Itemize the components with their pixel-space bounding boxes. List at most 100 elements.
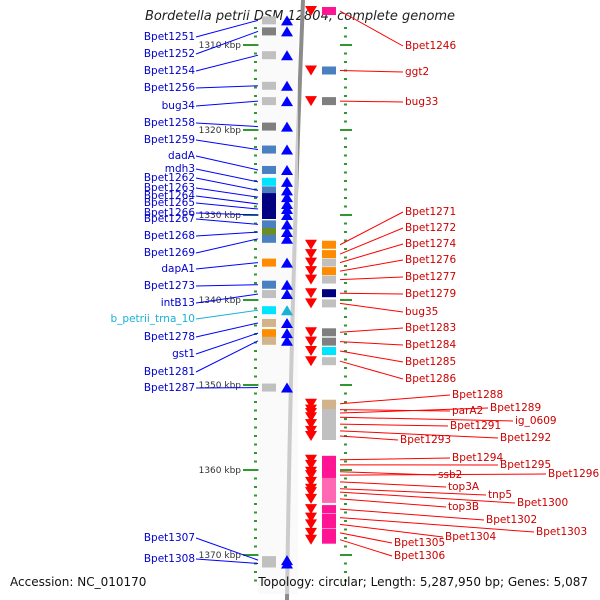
cog-box: [322, 426, 336, 435]
gene-label: Bpet1274: [405, 238, 456, 250]
tick-dot: [254, 460, 257, 463]
gene-label: ig_0609: [515, 415, 557, 427]
gene-leader-line: [195, 177, 259, 191]
tick-dot: [254, 95, 257, 97]
forward-gene-arrow: [281, 144, 293, 155]
gene-label: dapA1: [161, 263, 195, 275]
gene-label: Bpet1269: [144, 247, 195, 259]
genome-backbone: [258, 0, 305, 600]
gene-label: gst1: [172, 348, 195, 360]
gene-label: Bpet1254: [144, 65, 195, 77]
reverse-gene-arrow: [305, 512, 317, 523]
forward-gene-arrow: [281, 80, 293, 91]
gene-label: Bpet1304: [445, 531, 496, 543]
tick-dot: [254, 103, 257, 106]
gene-leader-line: [195, 54, 259, 72]
tick-dot: [344, 358, 347, 361]
gene-label: mdh3: [165, 163, 195, 175]
cog-box: [322, 289, 336, 298]
gene-label: Bpet1308: [144, 553, 195, 565]
reverse-gene-arrow: [305, 459, 317, 470]
tick-dot: [254, 392, 257, 395]
gene-label: Bpet1307: [144, 532, 195, 544]
gene-label: tnp5: [488, 489, 512, 501]
cog-box: [262, 81, 276, 90]
gene-leader-line: [195, 262, 259, 270]
tick-dot: [254, 409, 257, 412]
tick-dot: [344, 401, 347, 403]
tick-dot: [254, 477, 257, 480]
scale-ticks: 1310 kbp 1320 kbp 1330 kbp 1340 kbp 1350 kbp…: [199, 27, 352, 582]
tick-dot: [254, 520, 257, 522]
cog-box: [322, 460, 336, 469]
gene-leader-line: [339, 430, 499, 439]
gene-leader-line: [339, 327, 404, 333]
cog-box: [322, 328, 336, 337]
gene-label: Bpet1264: [144, 190, 195, 202]
reverse-gene-arrow: [305, 504, 317, 515]
tick-dot: [254, 528, 257, 531]
gene-label: Bpet1303: [536, 526, 587, 538]
scale-label: 1330 kbp: [199, 211, 242, 221]
cog-box: [262, 228, 276, 236]
tick-dot: [254, 248, 257, 250]
cog-box: [262, 318, 276, 327]
reverse-gene-arrow: [305, 6, 317, 16]
gene-label: Bpet1263: [144, 182, 195, 194]
cog-box: [262, 220, 276, 229]
gene-label: intB13: [161, 297, 195, 309]
gene-leader-line: [339, 350, 404, 363]
gene-leader-line: [339, 473, 547, 476]
reverse-gene-arrow: [305, 288, 317, 299]
forward-gene-arrow: [281, 50, 293, 61]
tick-dot: [344, 477, 347, 480]
gene-label: bug34: [162, 100, 196, 112]
forward-gene-arrow: [281, 558, 293, 569]
gene-leader-line: [339, 360, 404, 380]
gene-label: Bpet1296: [548, 468, 599, 480]
tick-dot: [344, 290, 347, 293]
reverse-strand-tracks: [305, 6, 336, 545]
tick-dot: [344, 426, 347, 429]
scale-label: 1320 kbp: [199, 126, 242, 136]
tick-dot: [254, 579, 257, 582]
cog-box: [322, 432, 336, 440]
gene-leader-line: [195, 537, 259, 561]
tick-dot: [344, 418, 347, 420]
gene-label: ggt2: [405, 66, 429, 78]
forward-gene-arrow: [281, 257, 293, 268]
forward-gene-arrow: [281, 210, 293, 220]
gene-leader-line: [339, 539, 393, 557]
gene-leader-line: [195, 309, 259, 320]
map-title: Bordetella petrii DSM 12804, complete ge…: [144, 9, 456, 24]
forward-gene-arrow: [281, 164, 293, 175]
cog-box: [322, 520, 336, 529]
tick-dot: [254, 265, 257, 267]
tick-dot: [344, 350, 347, 352]
tick-dot: [344, 503, 347, 505]
gene-label: Bpet1289: [490, 402, 541, 414]
gene-label: parA2: [452, 405, 483, 417]
gene-leader-line: [339, 227, 404, 255]
tick-dot: [254, 86, 257, 89]
tick-dot: [254, 27, 257, 29]
cog-box: [322, 409, 336, 418]
tick-dot: [254, 137, 257, 140]
gene-label: Bpet1256: [144, 82, 195, 94]
gene-leader-line: [339, 481, 447, 488]
reverse-gene-arrow: [305, 65, 317, 76]
cog-box: [262, 258, 276, 267]
cog-box: [262, 27, 276, 36]
gene-leader-line: [339, 407, 489, 414]
gene-label: Bpet1271: [405, 206, 456, 218]
cog-box: [322, 258, 336, 267]
cog-box: [262, 97, 276, 106]
gene-leader-line: [339, 292, 404, 295]
tick-dot: [344, 520, 347, 522]
reverse-gene-arrow: [305, 419, 317, 430]
reverse-gene-arrow: [305, 398, 317, 409]
tick-dot: [254, 35, 257, 38]
tick-dot: [254, 205, 257, 208]
reverse-gene-arrow: [305, 249, 317, 260]
reverse-gene-arrow: [305, 493, 317, 504]
